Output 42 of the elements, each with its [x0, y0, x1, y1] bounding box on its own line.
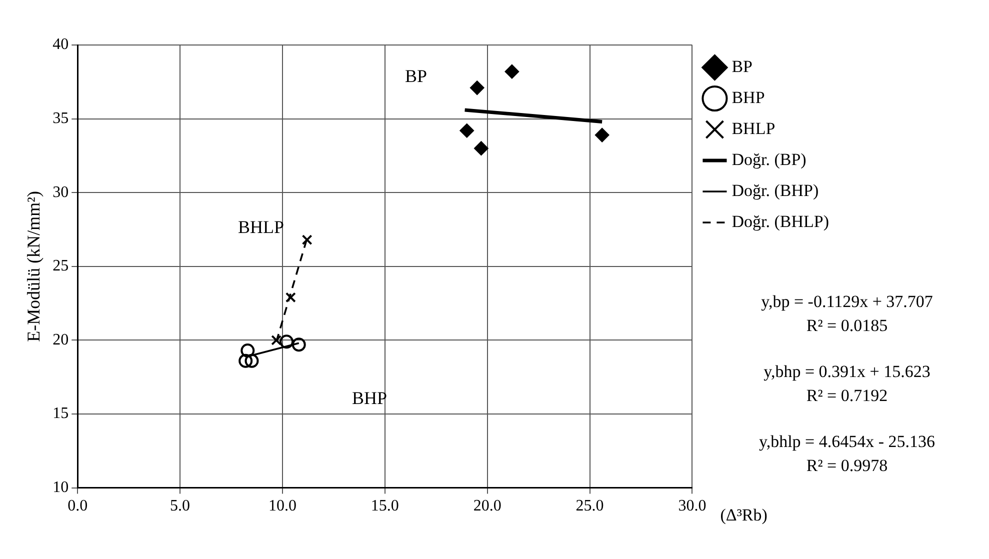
point: [595, 128, 610, 142]
x-tick-label: 20.0: [473, 498, 502, 515]
legend-label: BHLP: [732, 118, 776, 138]
point: [504, 64, 519, 79]
point: [302, 234, 312, 246]
text: y,bhlp = 4.6454x - 25.136: [758, 431, 936, 453]
x-tick-label: 0.0: [68, 498, 88, 515]
point: [238, 354, 253, 368]
legend-label: Doğr. (BHLP): [732, 212, 830, 231]
legend-label: Doğr. (BP): [732, 150, 806, 169]
point: [292, 338, 306, 352]
point: [470, 80, 484, 95]
y-tick-label: 35: [52, 110, 69, 128]
x-tick-label: 30.0: [678, 498, 706, 515]
point: [240, 344, 255, 358]
point: [271, 334, 282, 346]
x-tick-label: 5.0: [170, 498, 190, 515]
text: R² = 0.0185: [805, 315, 889, 337]
y-tick-label: 30: [52, 184, 69, 201]
point: [285, 292, 296, 303]
text: R² = 0.7192: [805, 385, 889, 407]
text: y,bp = -0.1129x + 37.707: [760, 291, 934, 313]
legend-label: BHP: [732, 88, 765, 107]
y-tick-label: 25: [52, 258, 69, 275]
y-tick-label: 40: [52, 36, 69, 54]
y-tick-label: 10: [52, 479, 69, 496]
legend-label: Doğr. (BHP): [732, 180, 819, 200]
point: [280, 334, 294, 349]
legend-label: BP: [732, 56, 753, 76]
text: y,bhp = 0.391x + 15.623: [762, 361, 932, 383]
y-axis-title: E-Modülü (kN/mm²): [24, 190, 44, 342]
y-tick-label: 15: [52, 405, 69, 422]
x-tick-label: 25.0: [576, 498, 604, 515]
x-tick-label: 10.0: [268, 498, 296, 515]
x-axis-title: (Δ³Rb): [720, 505, 768, 524]
text: R² = 0.9978: [805, 455, 889, 477]
x-tick-label: 15.0: [370, 498, 399, 515]
point: [244, 354, 259, 368]
point: [474, 141, 488, 156]
y-tick-label: 20: [52, 331, 69, 348]
annotation: BP: [405, 66, 428, 87]
point: [460, 124, 474, 138]
